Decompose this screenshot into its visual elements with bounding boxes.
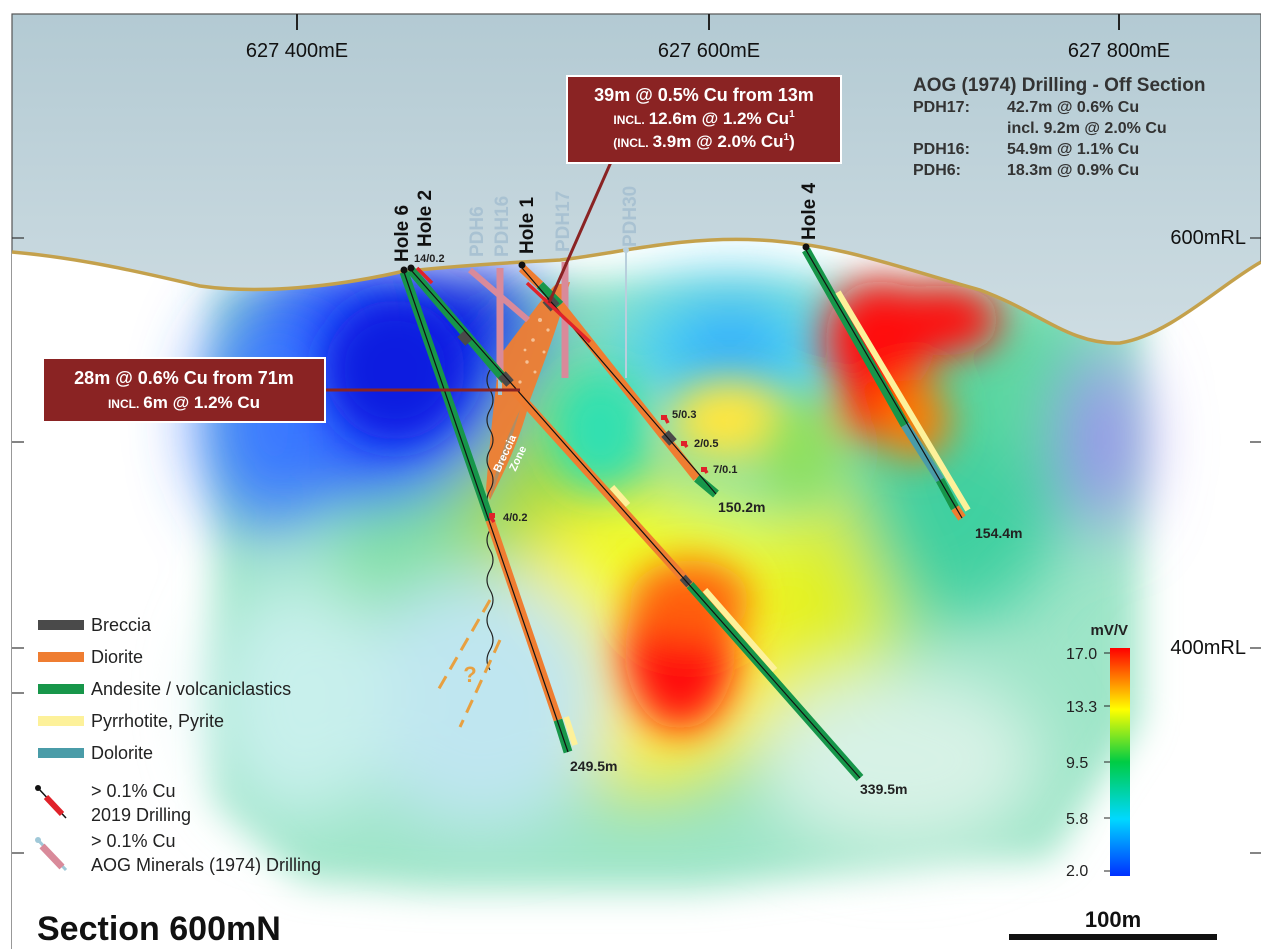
- colorbar-gradient: [1110, 648, 1130, 876]
- intercept-label: 7/0.1: [713, 464, 737, 476]
- colorbar: mV/V 17.0 13.3 9.5 5.8 2.0: [1066, 622, 1130, 880]
- unknown-marker: ?: [463, 662, 476, 687]
- hole4-depth: 154.4m: [975, 525, 1022, 541]
- breccia-zone: Breccia Zone: [486, 282, 570, 500]
- intercept-label: 4/0.2: [503, 512, 527, 524]
- upper-callout-line2: INCL. 12.6m @ 1.2% Cu1: [613, 109, 795, 128]
- topography-line: [11, 237, 1261, 345]
- easting-label-800: 627 800mE: [1068, 40, 1170, 62]
- hole6-trace: [399, 266, 578, 754]
- chargeability-heatmap: [12, 239, 1261, 949]
- lower-callout: 28m @ 0.6% Cu from 71m INCL. 6m @ 1.2% Cu: [42, 357, 326, 423]
- colorbar-tick: 13.3: [1066, 699, 1097, 716]
- colorbar-tick: 17.0: [1066, 646, 1097, 663]
- aog-row-hole: PDH6:: [913, 162, 961, 179]
- aog-summary: AOG (1974) Drilling - Off Section PDH17:…: [913, 75, 1205, 179]
- aog-row-result: 54.9m @ 1.1% Cu: [1007, 141, 1139, 158]
- upper-callout: 39m @ 0.5% Cu from 13m INCL. 12.6m @ 1.2%…: [566, 75, 842, 164]
- aog-heading: AOG (1974) Drilling - Off Section: [913, 75, 1205, 96]
- scale-bar-label: 100m: [1085, 907, 1141, 932]
- legend-swatch-pyrrhotite: [38, 716, 84, 726]
- upper-callout-line1: 39m @ 0.5% Cu from 13m: [594, 85, 814, 105]
- easting-label-600: 627 600mE: [658, 40, 760, 62]
- easting-axis: 627 400mE 627 600mE 627 800mE: [246, 14, 1170, 62]
- hole1-label: Hole 1: [517, 197, 538, 254]
- holes-2019: [399, 243, 971, 781]
- aog-row-result: 42.7m @ 0.6% Cu: [1007, 99, 1139, 116]
- section-title: Section 600mN: [37, 910, 281, 948]
- hole1-depth: 150.2m: [718, 499, 765, 515]
- depth-labels: 249.5m 339.5m 150.2m 154.4m: [570, 499, 1022, 797]
- upper-callout-leader: [547, 161, 613, 304]
- drill-1974-line2: AOG Minerals (1974) Drilling: [91, 855, 321, 875]
- hole6-depth: 249.5m: [570, 758, 617, 774]
- intercept-label: 14/0.2: [414, 253, 445, 265]
- rl-ticks: [12, 237, 1261, 854]
- intercept-markers: [489, 415, 707, 518]
- easting-label-400: 627 400mE: [246, 40, 348, 62]
- upper-callout-line3: (INCL. 3.9m @ 2.0% Cu1): [613, 132, 794, 151]
- pdh30-collar: [623, 247, 629, 253]
- drill-1974-icon: [35, 837, 68, 872]
- legend-label-pyrrhotite: Pyrrhotite, Pyrite: [91, 711, 224, 731]
- pdh6-label: PDH6: [467, 206, 488, 257]
- inferred-contact: [435, 599, 502, 728]
- pdh16-label: PDH16: [492, 196, 513, 257]
- lower-callout-line1: 28m @ 0.6% Cu from 71m: [74, 368, 294, 388]
- intercept-labels: 14/0.2 5/0.3 2/0.5 7/0.1 4/0.2: [414, 253, 737, 524]
- legend: Breccia Diorite Andesite / volcaniclasti…: [35, 615, 321, 875]
- drill-1974-line1: > 0.1% Cu: [91, 831, 176, 851]
- hole6-label: Hole 6: [392, 205, 413, 262]
- aog-row-result: incl. 9.2m @ 2.0% Cu: [1007, 120, 1167, 137]
- drill-2019-line2: 2019 Drilling: [91, 805, 191, 825]
- drill-2019-icon: [35, 785, 67, 819]
- intercept-label: 5/0.3: [672, 409, 696, 421]
- hole2-depth: 339.5m: [860, 781, 907, 797]
- legend-label-dolorite: Dolorite: [91, 743, 153, 763]
- rl-label-400: 400mRL: [1170, 637, 1246, 659]
- aog-row-hole: PDH16:: [913, 141, 970, 158]
- legend-swatch-dolorite: [38, 748, 84, 758]
- pdh30-label: PDH30: [620, 186, 641, 247]
- hole-labels: Hole 6 Hole 2 Hole 1 Hole 4 PDH6 PDH16 P…: [392, 183, 820, 262]
- legend-swatch-andesite: [38, 684, 84, 694]
- legend-label-breccia: Breccia: [91, 615, 152, 635]
- hole2-label: Hole 2: [415, 190, 436, 247]
- intercept-label: 2/0.5: [694, 438, 718, 450]
- scale-bar: 100m: [1009, 907, 1217, 940]
- colorbar-unit: mV/V: [1090, 622, 1128, 639]
- pdh17-label: PDH17: [553, 191, 574, 252]
- aog-row-result: 18.3m @ 0.9% Cu: [1007, 162, 1139, 179]
- colorbar-tick: 5.8: [1066, 811, 1088, 828]
- lower-callout-line2: INCL. 6m @ 1.2% Cu: [108, 393, 260, 412]
- hole4-trace: [802, 243, 971, 521]
- hole2-trace: [407, 264, 864, 781]
- colorbar-tick: 9.5: [1066, 755, 1088, 772]
- scale-bar-line: [1009, 934, 1217, 940]
- legend-label-diorite: Diorite: [91, 647, 143, 667]
- legend-swatch-diorite: [38, 652, 84, 662]
- legend-swatch-breccia: [38, 620, 84, 630]
- rl-label-600: 600mRL: [1170, 227, 1246, 249]
- legend-label-andesite: Andesite / volcaniclastics: [91, 679, 291, 699]
- drill-2019-line1: > 0.1% Cu: [91, 781, 176, 801]
- aog-row-hole: PDH17:: [913, 99, 970, 116]
- hole4-label: Hole 4: [799, 183, 820, 240]
- colorbar-tick: 2.0: [1066, 863, 1088, 880]
